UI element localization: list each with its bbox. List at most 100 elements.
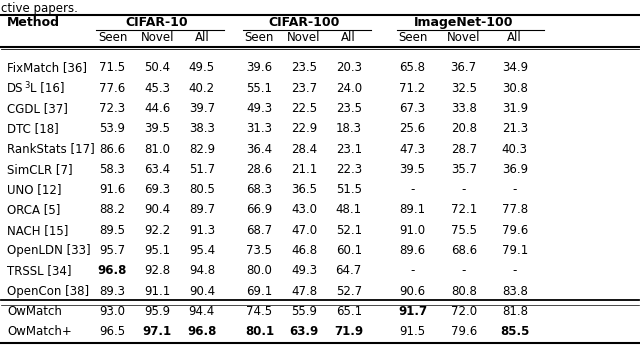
Text: 82.9: 82.9 xyxy=(189,143,215,156)
Text: 65.8: 65.8 xyxy=(399,61,426,74)
Text: 44.6: 44.6 xyxy=(144,102,170,115)
Text: RankStats [17]: RankStats [17] xyxy=(7,143,95,156)
Text: 80.1: 80.1 xyxy=(244,325,274,339)
Text: 89.6: 89.6 xyxy=(399,244,426,257)
Text: 68.3: 68.3 xyxy=(246,183,273,196)
Text: -: - xyxy=(513,264,517,277)
Text: 72.1: 72.1 xyxy=(451,203,477,216)
Text: 69.1: 69.1 xyxy=(246,285,273,298)
Text: 66.9: 66.9 xyxy=(246,203,273,216)
Text: 68.7: 68.7 xyxy=(246,224,273,237)
Text: 31.3: 31.3 xyxy=(246,122,273,135)
Text: 21.1: 21.1 xyxy=(291,163,317,176)
Text: 80.5: 80.5 xyxy=(189,183,215,196)
Text: 30.8: 30.8 xyxy=(502,82,528,95)
Text: 95.4: 95.4 xyxy=(189,244,215,257)
Text: DTC [18]: DTC [18] xyxy=(7,122,59,135)
Text: 24.0: 24.0 xyxy=(335,82,362,95)
Text: 49.3: 49.3 xyxy=(246,102,273,115)
Text: 71.2: 71.2 xyxy=(399,82,426,95)
Text: 95.1: 95.1 xyxy=(144,244,170,257)
Text: SimCLR [7]: SimCLR [7] xyxy=(7,163,73,176)
Text: ImageNet-100: ImageNet-100 xyxy=(414,17,513,29)
Text: 85.5: 85.5 xyxy=(500,325,529,339)
Text: 47.0: 47.0 xyxy=(291,224,317,237)
Text: Novel: Novel xyxy=(447,31,481,44)
Text: 36.4: 36.4 xyxy=(246,143,273,156)
Text: 36.9: 36.9 xyxy=(502,163,528,176)
Text: CGDL [37]: CGDL [37] xyxy=(7,102,68,115)
Text: UNO [12]: UNO [12] xyxy=(7,183,61,196)
Text: 68.6: 68.6 xyxy=(451,244,477,257)
Text: 72.3: 72.3 xyxy=(99,102,125,115)
Text: 89.3: 89.3 xyxy=(99,285,125,298)
Text: 23.5: 23.5 xyxy=(336,102,362,115)
Text: 71.5: 71.5 xyxy=(99,61,125,74)
Text: 81.8: 81.8 xyxy=(502,305,528,318)
Text: ctive papers.: ctive papers. xyxy=(1,2,77,15)
Text: 22.9: 22.9 xyxy=(291,122,317,135)
Text: 64.7: 64.7 xyxy=(335,264,362,277)
Text: 31.9: 31.9 xyxy=(502,102,528,115)
Text: 23.7: 23.7 xyxy=(291,82,317,95)
Text: 95.9: 95.9 xyxy=(144,305,170,318)
Text: 91.0: 91.0 xyxy=(399,224,426,237)
Text: 79.1: 79.1 xyxy=(502,244,528,257)
Text: 94.4: 94.4 xyxy=(189,305,215,318)
Text: 89.1: 89.1 xyxy=(399,203,426,216)
Text: 20.3: 20.3 xyxy=(336,61,362,74)
Text: 74.5: 74.5 xyxy=(246,305,273,318)
Text: All: All xyxy=(508,31,522,44)
Text: 69.3: 69.3 xyxy=(144,183,170,196)
Text: 96.5: 96.5 xyxy=(99,325,125,339)
Text: All: All xyxy=(341,31,356,44)
Text: 89.5: 89.5 xyxy=(99,224,125,237)
Text: 47.8: 47.8 xyxy=(291,285,317,298)
Text: OwMatch+: OwMatch+ xyxy=(7,325,72,339)
Text: 88.2: 88.2 xyxy=(99,203,125,216)
Text: L [16]: L [16] xyxy=(30,82,65,95)
Text: OpenLDN [33]: OpenLDN [33] xyxy=(7,244,91,257)
Text: -: - xyxy=(513,183,517,196)
Text: 43.0: 43.0 xyxy=(291,203,317,216)
Text: Seen: Seen xyxy=(398,31,428,44)
Text: 22.5: 22.5 xyxy=(291,102,317,115)
Text: OwMatch: OwMatch xyxy=(7,305,62,318)
Text: 55.1: 55.1 xyxy=(246,82,273,95)
Text: TRSSL [34]: TRSSL [34] xyxy=(7,264,72,277)
Text: NACH [15]: NACH [15] xyxy=(7,224,68,237)
Text: DS: DS xyxy=(7,82,24,95)
Text: 71.9: 71.9 xyxy=(334,325,364,339)
Text: 79.6: 79.6 xyxy=(451,325,477,339)
Text: 79.6: 79.6 xyxy=(502,224,528,237)
Text: 39.5: 39.5 xyxy=(144,122,170,135)
Text: Seen: Seen xyxy=(98,31,127,44)
Text: OpenCon [38]: OpenCon [38] xyxy=(7,285,89,298)
Text: 36.7: 36.7 xyxy=(451,61,477,74)
Text: Method: Method xyxy=(7,17,60,29)
Text: 50.4: 50.4 xyxy=(144,61,170,74)
Text: 97.1: 97.1 xyxy=(143,325,172,339)
Text: 90.6: 90.6 xyxy=(399,285,426,298)
Text: 91.6: 91.6 xyxy=(99,183,125,196)
Text: 40.2: 40.2 xyxy=(189,82,215,95)
Text: 63.9: 63.9 xyxy=(289,325,319,339)
Text: 51.7: 51.7 xyxy=(189,163,215,176)
Text: 90.4: 90.4 xyxy=(144,203,170,216)
Text: 20.8: 20.8 xyxy=(451,122,477,135)
Text: 77.8: 77.8 xyxy=(502,203,528,216)
Text: 96.8: 96.8 xyxy=(98,264,127,277)
Text: FixMatch [36]: FixMatch [36] xyxy=(7,61,87,74)
Text: 91.1: 91.1 xyxy=(144,285,170,298)
Text: 48.1: 48.1 xyxy=(335,203,362,216)
Text: 32.5: 32.5 xyxy=(451,82,477,95)
Text: 28.6: 28.6 xyxy=(246,163,273,176)
Text: 77.6: 77.6 xyxy=(99,82,125,95)
Text: Novel: Novel xyxy=(140,31,174,44)
Text: 35.7: 35.7 xyxy=(451,163,477,176)
Text: 94.8: 94.8 xyxy=(189,264,215,277)
Text: 49.5: 49.5 xyxy=(189,61,215,74)
Text: 60.1: 60.1 xyxy=(335,244,362,257)
Text: 55.9: 55.9 xyxy=(291,305,317,318)
Text: 58.3: 58.3 xyxy=(99,163,125,176)
